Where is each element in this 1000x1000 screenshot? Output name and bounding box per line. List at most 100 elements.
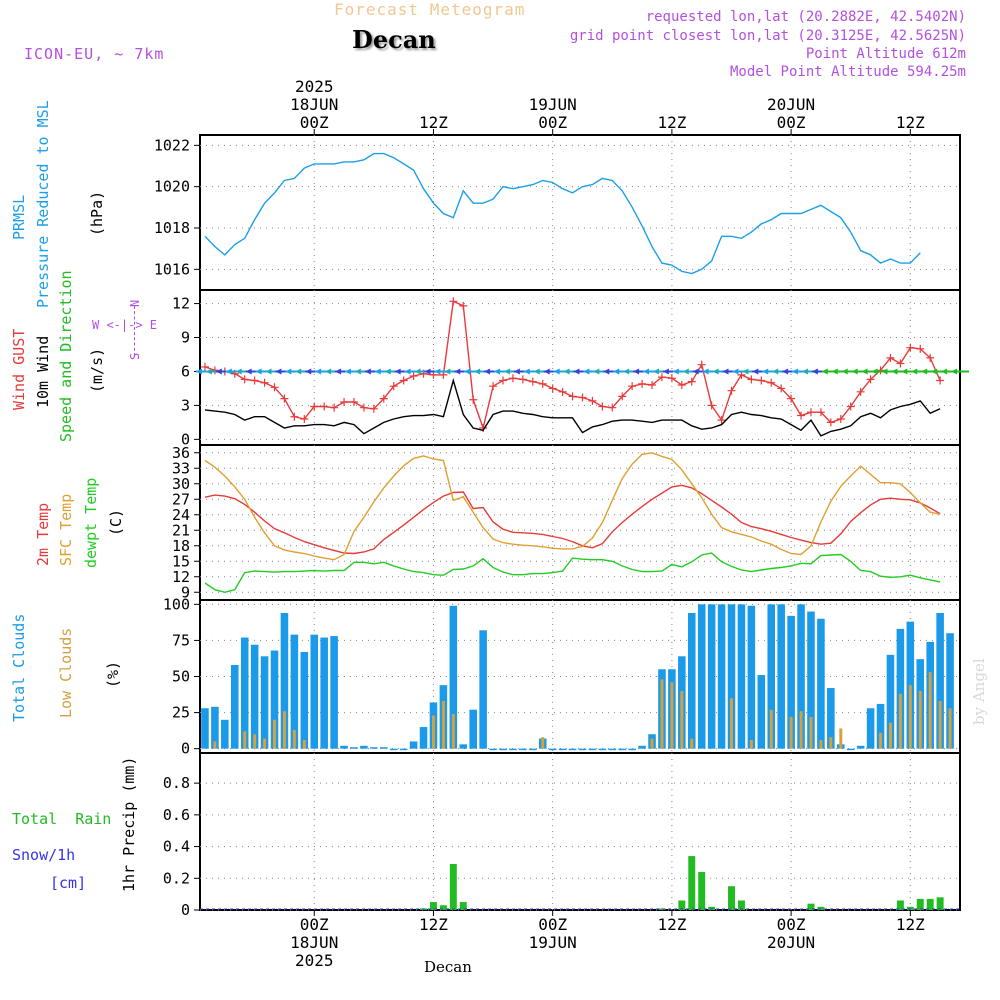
gust-marker [489,382,498,391]
total-cloud-bar [201,708,209,749]
gust-marker [717,416,726,425]
y-tick-label: 0.6 [163,806,190,824]
wind-direction-arrowhead [811,368,818,375]
wind-direction-arrowhead [374,368,381,375]
gust-marker [757,376,766,385]
gust-marker [806,408,815,417]
wind-direction-arrowhead [593,368,600,375]
y-tick-label: 0 [181,901,190,919]
total-cloud-bar [747,605,756,749]
location-title: Decan [352,25,436,54]
wind-direction-arrowhead [205,368,212,375]
total-cloud-bar [886,654,895,749]
gust-marker [508,374,517,383]
wind-direction-arrowhead [245,368,252,375]
wind-direction-arrowhead [434,368,441,375]
gust-marker [548,384,557,393]
gust-marker [747,375,756,384]
low-cloud-bar [829,737,833,749]
wind-direction-arrowhead [364,368,371,375]
rain-bar [449,864,457,910]
total-cloud-bar [399,748,408,751]
low-cloud-bar [670,682,674,749]
top-time-label: 12Z [896,113,925,132]
gust-marker [359,403,368,412]
total-cloud-bar [797,604,805,749]
gust-marker [876,366,885,375]
wind-direction-arrowhead [285,368,292,375]
y-tick-label: 30 [172,475,190,493]
low-cloud-bar [213,741,217,749]
total-cloud-bar [846,748,855,751]
gust-marker [270,383,279,392]
wind-direction-arrowhead [603,368,610,375]
total-cloud-bar [479,630,487,749]
total-cloud-bar [638,745,646,749]
low-cloud-bar [451,714,455,749]
wind-direction-arrowhead [851,368,858,375]
total-cloud-bar [787,615,795,749]
top-time-label: 00Z [300,113,329,132]
rain-bar [429,902,437,910]
wind-direction-arrowhead [821,368,828,375]
wind-direction-arrowhead [633,368,640,375]
gust-marker [280,394,289,403]
y-tick-label: 27 [172,490,190,508]
gust-marker [906,343,915,352]
total-cloud-bar [558,748,567,751]
wind-direction-arrowhead [275,368,282,375]
top-date-label: 19JUN [529,95,577,114]
wind-direction-arrowhead [772,368,779,375]
y-tick-label: 75 [172,631,190,649]
wind-direction-arrowhead [941,368,948,375]
wind-direction-arrowhead [325,368,332,375]
wind-direction-arrowhead [931,368,938,375]
wind-direction-arrowhead [255,368,262,375]
gust-marker [648,381,657,390]
bottom-time-label: 00Z [538,915,567,934]
snow-unit: [cm] [50,874,87,892]
wind-direction-arrowhead [712,368,719,375]
y-tick-label: 25 [172,704,190,722]
low-cloud-bar [908,685,912,749]
total-cloud-bar [280,612,289,749]
top-time-label: 12Z [657,113,686,132]
total-cloud-bar [628,748,636,751]
gust-marker [290,412,299,421]
total-cloud-bar [548,748,557,751]
total-cloud-bar [687,612,696,749]
low-cloud-bar [263,738,267,749]
total-cloud-bar [519,748,527,751]
rain-bar [698,871,706,910]
y-tick-label: 0 [181,430,190,448]
gust-marker [469,395,478,404]
footer-location: Decan [424,958,472,976]
y-tick-label: 36 [172,444,190,462]
wind-direction-arrowhead [891,368,898,375]
low-cloud-bar [809,716,813,749]
total-cloud-bar [389,748,398,751]
gust-marker [210,366,219,375]
gust-marker [846,402,855,411]
wind-direction-arrowhead [424,368,431,375]
low-cloud-bar [730,698,733,749]
wind-direction-arrowhead [782,368,789,375]
wind-direction-arrowhead [225,368,232,375]
total-cloud-bar [588,748,597,751]
requested-coords: requested lon,lat (20.2882E, 42.5402N) [645,9,966,25]
gust-marker [926,353,935,362]
total-cloud-bar [568,748,577,751]
gust-marker [578,393,587,402]
wind-direction-arrowhead [404,368,411,375]
rain-bar [906,906,914,910]
wind-direction-arrowhead [911,368,918,375]
total-cloud-bar [469,709,477,749]
wind-direction-arrowhead [503,368,510,375]
wind-direction-arrowhead [354,368,361,375]
gust-marker [697,360,706,369]
total-cloud-bar [260,656,269,749]
total-cloud-bar [856,745,865,749]
rain-bar [737,900,745,910]
low-cloud-bar [302,740,306,749]
product-title: Forecast Meteogram [334,0,526,19]
